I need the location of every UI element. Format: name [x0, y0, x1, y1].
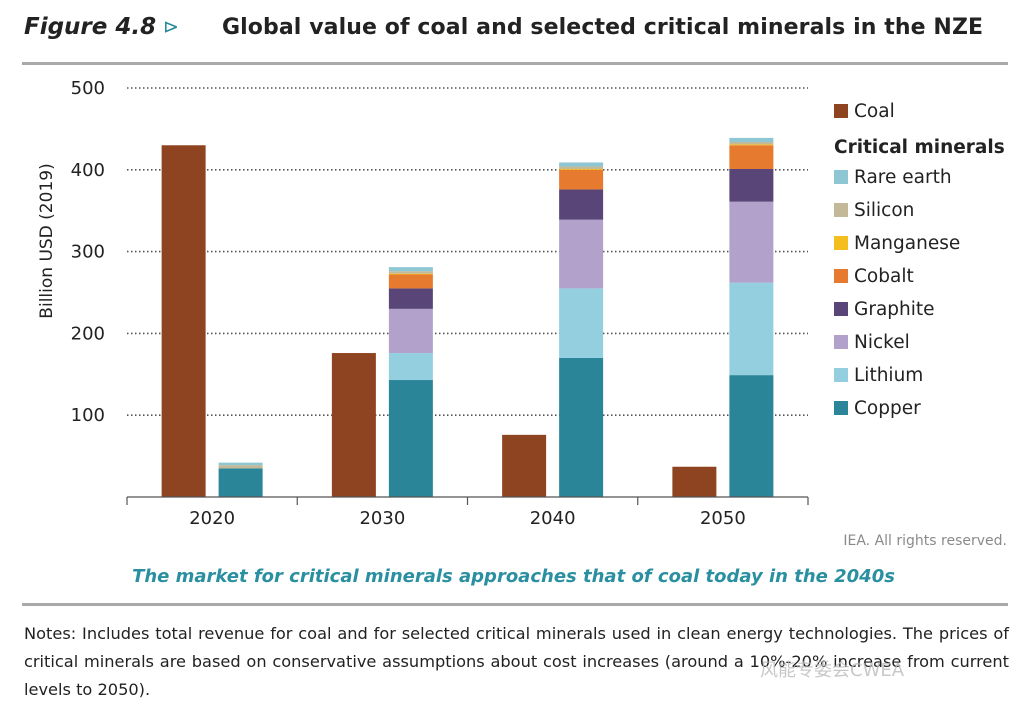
bar-lithium-2040: [559, 288, 604, 358]
bar-nickel-2040: [559, 219, 604, 289]
bar-manganese-2030: [388, 273, 433, 275]
legend-swatch-manganese: [834, 236, 848, 250]
bar-cobalt-2040: [559, 169, 604, 190]
legend-label: Lithium: [854, 365, 923, 386]
legend-label: Copper: [854, 398, 921, 419]
bar-copper-2020: [218, 468, 263, 497]
legend-swatch-silicon: [834, 203, 848, 217]
bar-coal-2040: [502, 434, 547, 497]
y-axis-label: Billion USD (2019): [37, 163, 57, 318]
bar-lithium-2030: [388, 353, 433, 381]
legend-swatch-lithium: [834, 368, 848, 382]
bar-coal-2020: [161, 145, 206, 497]
figure-title: Global value of coal and selected critic…: [222, 15, 984, 40]
watermark: 风能专委会CWEA: [760, 660, 905, 681]
legend-label: Silicon: [854, 200, 914, 221]
x-tick-label: 2030: [359, 508, 405, 529]
legend-swatch-rare-earth: [834, 170, 848, 184]
bar-nickel-2030: [388, 308, 433, 354]
bar-copper-2040: [559, 357, 604, 497]
legend-swatch-copper: [834, 401, 848, 415]
legend-label: Cobalt: [854, 266, 914, 287]
x-axis: 2020 2030 2040 2050: [126, 496, 809, 529]
legend-swatch-coal: [834, 104, 848, 118]
y-tick-label: 100: [71, 405, 105, 426]
bar-graphite-2030: [388, 288, 433, 309]
bar-nickel-2050: [729, 201, 774, 283]
bar-manganese-2040: [559, 168, 604, 170]
legend-header: Critical minerals: [834, 137, 1005, 158]
bar-silicon-2030: [388, 271, 433, 274]
bar-coal-2050: [672, 466, 717, 497]
x-tick-label: 2050: [700, 508, 746, 529]
legend-swatch-graphite: [834, 302, 848, 316]
bars: [161, 137, 774, 497]
bar-rare-earth-2020: [218, 462, 263, 466]
bar-graphite-2050: [729, 168, 774, 202]
y-axis-ticks: 100 200 300 400 500: [71, 78, 105, 426]
bar-coal-2030: [331, 353, 376, 497]
legend-label: Coal: [854, 101, 895, 122]
bar-rare-earth-2030: [388, 267, 433, 272]
y-tick-label: 300: [71, 242, 105, 263]
y-tick-label: 200: [71, 323, 105, 344]
bar-cobalt-2030: [388, 274, 433, 289]
gridlines: [127, 87, 808, 417]
bar-lithium-2050: [729, 282, 774, 376]
bar-silicon-2040: [559, 166, 604, 169]
legend-swatch-cobalt: [834, 269, 848, 283]
y-tick-label: 400: [71, 160, 105, 181]
bar-rare-earth-2040: [559, 162, 604, 167]
notes-text: Notes: Includes total revenue for coal a…: [24, 624, 1009, 699]
figure-arrow-icon: ⊳: [163, 16, 179, 38]
x-tick-label: 2040: [530, 508, 576, 529]
bar-copper-2050: [729, 375, 774, 497]
bottom-divider: [22, 603, 1008, 606]
legend-label: Manganese: [854, 233, 960, 254]
x-tick-label: 2020: [189, 508, 235, 529]
bar-manganese-2050: [729, 144, 774, 146]
chart-subtitle: The market for critical minerals approac…: [132, 566, 895, 587]
legend-label: Nickel: [854, 332, 910, 353]
y-tick-label: 500: [71, 78, 105, 99]
legend: Coal Critical minerals Rare earth Silicon Ma…: [834, 101, 1005, 419]
bar-rare-earth-2050: [729, 137, 774, 142]
bar-silicon-2020: [218, 465, 263, 469]
bar-copper-2030: [388, 380, 433, 497]
credit-text: IEA. All rights reserved.: [843, 533, 1007, 549]
legend-label: Rare earth: [854, 167, 952, 188]
bar-silicon-2050: [729, 141, 774, 145]
figure-label: Figure 4.8: [24, 14, 157, 40]
bar-graphite-2040: [559, 189, 604, 220]
top-divider: [22, 62, 1008, 65]
legend-swatch-nickel: [834, 335, 848, 349]
legend-label: Graphite: [854, 299, 935, 320]
figure-header: Figure 4.8 ⊳ Global value of coal and se…: [0, 0, 1027, 66]
bar-cobalt-2050: [729, 145, 774, 169]
